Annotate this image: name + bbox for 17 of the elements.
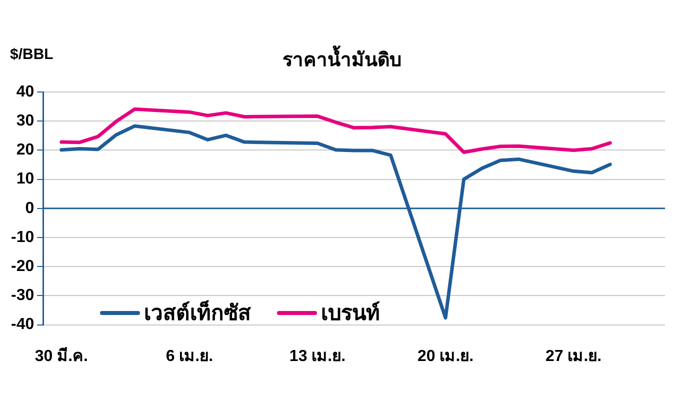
x-tick-label: 13 เม.ย. <box>289 348 346 365</box>
y-tick-label: 0 <box>25 200 34 217</box>
legend-label: เบรนท์ <box>321 300 380 327</box>
legend-label: เวสต์เท็กซัส <box>144 299 251 327</box>
y-tick-label: -20 <box>11 258 34 276</box>
y-tick-label: 20 <box>16 142 34 159</box>
y-tick-label: 40 <box>16 83 34 100</box>
x-tick-label: 20 เม.ย. <box>417 348 474 365</box>
x-tick-label: 6 เม.ย. <box>166 348 214 365</box>
y-tick-label: 30 <box>16 112 34 130</box>
y-tick-label: -30 <box>11 287 34 304</box>
x-tick-label: 30 มี.ค. <box>34 346 88 365</box>
y-tick-label: 10 <box>16 170 34 188</box>
y-axis-title: $/BBL <box>10 46 54 63</box>
x-tick-label: 27 เม.ย. <box>545 348 602 365</box>
y-tick-label: -10 <box>11 228 34 246</box>
y-tick-label: -40 <box>11 316 34 334</box>
